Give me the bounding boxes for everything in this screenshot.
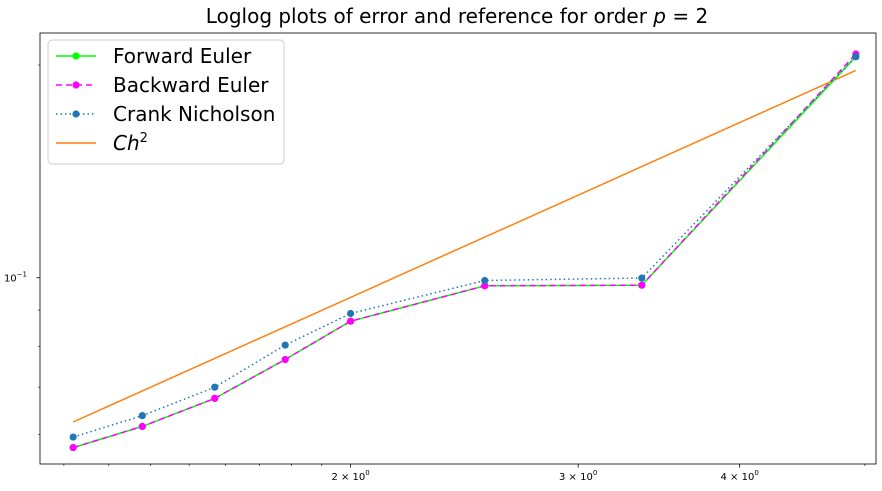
legend-marker — [72, 52, 80, 60]
data-point — [69, 433, 77, 441]
series-layer — [69, 50, 860, 452]
series-line — [72, 53, 857, 449]
x-tick-base: 2 × 10 — [331, 472, 365, 483]
x-tick-base: 3 × 10 — [559, 472, 593, 483]
legend-label: Ch2 — [113, 131, 148, 155]
legend-item: Backward Euler — [56, 73, 269, 97]
x-tick-label: 3 × 100 — [559, 469, 597, 483]
y-tick-base: 10 — [4, 274, 17, 285]
data-point — [638, 274, 646, 282]
series-line — [72, 69, 857, 423]
data-point — [211, 394, 219, 402]
y-tick-label: 10−1 — [4, 271, 27, 285]
legend-frame — [47, 39, 285, 165]
x-tick-base: 4 × 10 — [720, 472, 754, 483]
plot-area — [39, 32, 877, 465]
chart-title-prefix: Loglog plots of error and reference for … — [206, 4, 653, 28]
data-point — [138, 422, 146, 431]
legend-item: Ch2 — [56, 131, 148, 155]
data-point — [346, 317, 355, 325]
chart-title-suffix: = 2 — [666, 4, 708, 28]
legend-marker — [72, 81, 80, 89]
chart-title: Loglog plots of error and reference for … — [206, 4, 708, 28]
legend-label-text: Ch — [113, 131, 140, 155]
x-axis-ticks: 2 × 100 3 × 100 4 × 100 — [63, 464, 866, 483]
x-tick-label: 4 × 100 — [720, 469, 758, 483]
data-point — [481, 276, 489, 285]
data-point — [281, 355, 289, 364]
legend-item: Crank Nicholson — [56, 102, 275, 126]
legend: Forward Euler Backward Euler Crank Nichols… — [47, 39, 285, 165]
legend-label: Forward Euler — [113, 44, 252, 68]
y-tick-exponent: −1 — [17, 271, 27, 279]
data-point — [638, 281, 646, 289]
data-point — [346, 309, 355, 318]
legend-label-exponent: 2 — [140, 131, 148, 146]
data-point — [281, 341, 289, 349]
x-tick-exponent: 0 — [754, 469, 758, 477]
data-point — [852, 53, 860, 61]
series-ch — [72, 69, 857, 423]
y-axis-ticks: 10−1 — [4, 64, 40, 435]
data-point — [69, 443, 77, 452]
series-crank-nicholson — [69, 53, 860, 441]
data-point — [481, 282, 489, 290]
legend-label: Backward Euler — [113, 73, 269, 97]
x-tick-exponent: 0 — [365, 469, 369, 477]
data-point — [138, 412, 146, 420]
x-tick-exponent: 0 — [593, 469, 597, 477]
legend-marker — [72, 110, 80, 118]
x-tick-label: 2 × 100 — [331, 469, 369, 483]
chart-title-var: p — [652, 4, 666, 28]
data-point — [211, 383, 219, 391]
series-backward-euler — [69, 50, 860, 452]
legend-label: Crank Nicholson — [113, 102, 275, 126]
legend-item: Forward Euler — [56, 44, 252, 68]
